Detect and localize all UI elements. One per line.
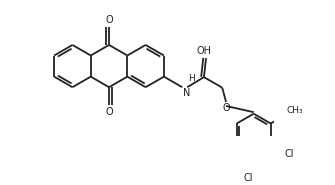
Text: N: N — [183, 88, 191, 98]
Text: CH₃: CH₃ — [286, 106, 303, 115]
Text: H: H — [188, 74, 195, 83]
Text: O: O — [105, 107, 113, 117]
Text: Cl: Cl — [244, 173, 253, 183]
Text: O: O — [222, 103, 230, 113]
Text: O: O — [105, 15, 113, 25]
Text: Cl: Cl — [285, 149, 294, 159]
Text: OH: OH — [197, 46, 211, 56]
